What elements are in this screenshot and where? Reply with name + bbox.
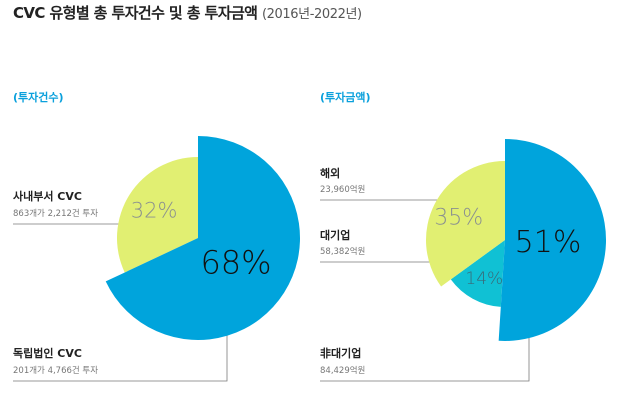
chart-title: CVC 유형별 총 투자건수 및 총 투자금액 (2016년-2022년) xyxy=(13,2,362,23)
pie-slice xyxy=(117,157,198,273)
title-subtitle: (2016년-2022년) xyxy=(262,7,362,22)
left-chart-title: (투자건수) xyxy=(13,90,64,104)
slice-label-name: 非대기업 xyxy=(320,346,361,360)
slice-label-name: 독립법인 CVC xyxy=(13,346,82,360)
pie-slice xyxy=(425,161,505,287)
title-main: CVC 유형별 총 투자건수 및 총 투자금액 xyxy=(13,4,258,22)
slice-percent-label: 32% xyxy=(131,199,178,223)
pie-slice xyxy=(498,139,607,341)
slice-percent-label: 51% xyxy=(515,225,582,260)
slice-label-detail: 23,960억원 xyxy=(320,184,365,195)
slice-percent-label: 68% xyxy=(200,244,271,282)
pie-right: 14% 35% 51% xyxy=(425,139,607,341)
right-chart-title: (투자금액) xyxy=(320,90,371,104)
slice-label-name: 사내부서 CVC xyxy=(13,189,82,203)
pie-left: 32% 68% xyxy=(105,136,301,340)
slice-percent-label: 14% xyxy=(465,269,503,289)
slice-label-detail: 58,382억원 xyxy=(320,246,365,257)
slice-label-name: 해외 xyxy=(320,166,340,180)
slice-label-name: 대기업 xyxy=(320,228,350,242)
slice-label-detail: 201개가 4,766건 투자 xyxy=(13,365,98,376)
pie-slice xyxy=(450,240,505,307)
slice-percent-label: 35% xyxy=(434,205,483,230)
pie-slice xyxy=(105,136,301,340)
slice-label-detail: 84,429억원 xyxy=(320,365,365,376)
slice-label-detail: 863개가 2,212건 투자 xyxy=(13,208,98,219)
